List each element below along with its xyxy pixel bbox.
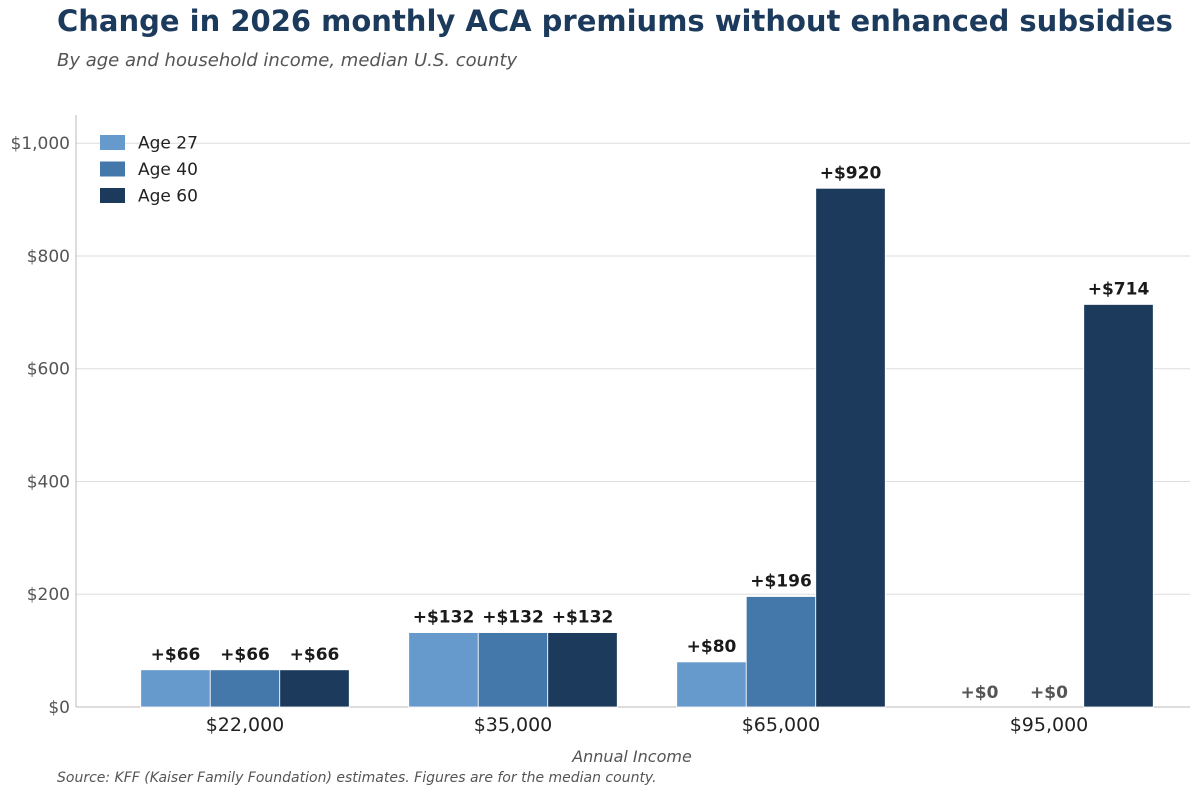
bar (279, 669, 350, 708)
bar (547, 632, 618, 708)
data-label: +$80 (687, 637, 737, 657)
bars (140, 187, 1154, 708)
data-label: +$714 (1088, 279, 1150, 299)
x-tick-label: $35,000 (474, 714, 553, 736)
data-label: +$132 (413, 608, 475, 628)
legend-label: Age 40 (138, 160, 198, 180)
data-label: +$66 (220, 645, 270, 665)
chart-title: Change in 2026 monthly ACA premiums with… (57, 4, 1173, 38)
legend-swatch (100, 188, 125, 203)
bar (815, 187, 886, 708)
y-tick-label: $200 (27, 585, 70, 605)
bar (140, 669, 211, 708)
y-tick-label: $800 (27, 247, 70, 267)
chart-subtitle: By age and household income, median U.S.… (57, 50, 518, 71)
legend-swatch (100, 161, 125, 177)
y-tick-label: $0 (48, 698, 70, 718)
x-axis-label: Annual Income (571, 747, 692, 766)
data-labels: +$66 +$66 +$66 +$132 +$132 +$132 +$80 +$196 +$92… (151, 163, 1150, 703)
legend-swatch (100, 135, 125, 150)
bar (1083, 304, 1154, 708)
x-tick-label: $22,000 (206, 714, 285, 736)
data-label: +$920 (820, 163, 882, 183)
data-label: +$0 (1030, 683, 1068, 703)
y-tick-label: $600 (27, 360, 70, 380)
data-label: +$132 (552, 608, 614, 628)
axes: $0 $200 $400 $600 $800 $1,000 $22,000 $35,000 $6… (11, 115, 1190, 736)
bar (408, 632, 479, 708)
data-label: +$66 (290, 645, 340, 665)
data-label: +$66 (151, 645, 201, 665)
y-tick-label: $400 (27, 472, 70, 492)
legend-label: Age 60 (138, 187, 198, 207)
bar (209, 669, 281, 708)
y-tick-label: $1,000 (11, 134, 70, 154)
data-label: +$0 (961, 683, 999, 703)
x-tick-label: $65,000 (742, 714, 821, 736)
data-label: +$132 (482, 608, 544, 628)
legend: Age 27 Age 40 Age 60 (100, 134, 198, 207)
data-label: +$196 (750, 571, 812, 591)
source-note: Source: KFF (Kaiser Family Foundation) e… (57, 770, 657, 786)
bar (745, 596, 817, 708)
bar (676, 661, 747, 708)
x-tick-label: $95,000 (1010, 714, 1089, 736)
legend-label: Age 27 (138, 134, 198, 154)
gridlines (76, 142, 1190, 595)
bar (477, 632, 549, 708)
